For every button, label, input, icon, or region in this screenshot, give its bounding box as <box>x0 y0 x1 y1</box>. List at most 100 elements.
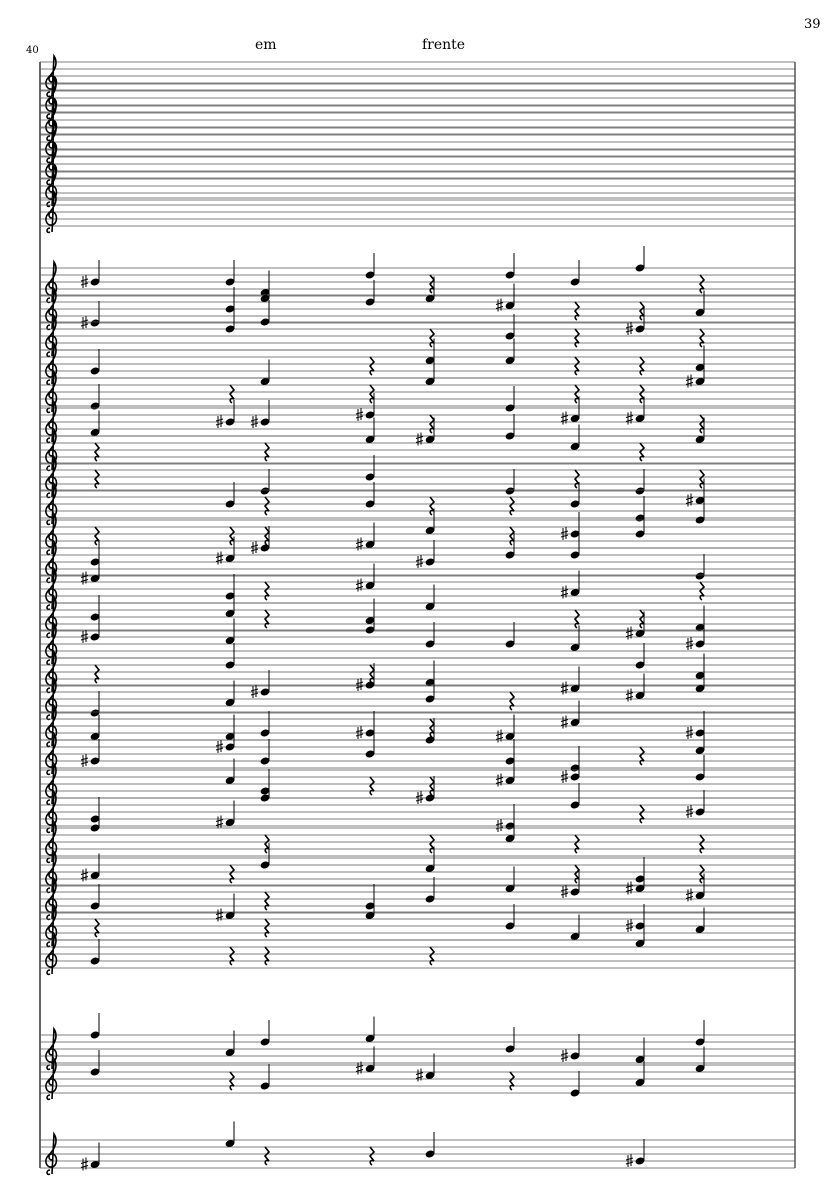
quarter-rest-icon <box>228 384 236 404</box>
notehead <box>365 298 375 306</box>
quarter-rest-icon <box>638 301 646 321</box>
notehead <box>505 487 515 495</box>
quarter-rest-icon <box>698 834 706 854</box>
notehead <box>365 902 375 910</box>
notehead <box>570 551 580 559</box>
treble-clef-icon <box>45 341 58 386</box>
sharp-icon <box>685 888 694 902</box>
notehead <box>260 318 270 326</box>
notehead <box>695 309 705 316</box>
treble-clef-icon <box>45 313 58 358</box>
notehead <box>635 1056 645 1063</box>
quarter-rest-icon <box>508 526 516 546</box>
treble-clef-icon <box>45 566 58 611</box>
notehead <box>90 319 100 327</box>
treble-clef-icon <box>45 1131 58 1176</box>
notehead <box>695 436 705 443</box>
notehead <box>570 888 580 896</box>
notehead <box>425 1150 435 1158</box>
sharp-icon <box>415 432 424 446</box>
notehead <box>365 681 375 689</box>
notehead <box>365 626 375 634</box>
notehead <box>505 757 515 765</box>
notehead <box>505 404 515 412</box>
sharp-icon <box>625 919 634 932</box>
notehead <box>695 364 705 371</box>
notehead <box>635 922 645 930</box>
notehead <box>570 1052 580 1060</box>
notehead <box>260 729 270 737</box>
sharp-icon <box>560 770 569 783</box>
notehead <box>425 640 435 648</box>
text-mark-frente: frente <box>422 37 466 53</box>
notehead <box>425 357 435 364</box>
notehead <box>635 875 645 883</box>
notehead <box>695 672 705 679</box>
quarter-rest-icon <box>368 1146 376 1166</box>
quarter-rest-icon <box>368 776 376 796</box>
notehead <box>570 773 580 781</box>
sharp-icon <box>215 551 224 565</box>
sharp-icon <box>355 678 364 691</box>
sharp-icon <box>625 1154 634 1167</box>
notehead <box>570 719 580 726</box>
notehead <box>570 1089 580 1097</box>
quarter-rest-icon <box>228 1071 236 1091</box>
notehead <box>225 637 235 644</box>
notehead <box>695 729 705 737</box>
treble-clef-icon <box>45 903 58 948</box>
notehead <box>365 1065 375 1072</box>
notehead <box>635 264 645 272</box>
sharp-icon <box>80 275 89 288</box>
notehead <box>425 436 435 443</box>
treble-clef-icon <box>45 621 58 666</box>
notehead <box>260 378 270 385</box>
treble-clef-icon <box>45 511 58 556</box>
quarter-rest-icon <box>573 834 581 854</box>
notehead <box>635 661 645 669</box>
notehead <box>365 729 375 737</box>
quarter-rest-icon <box>428 274 436 294</box>
sharp-icon <box>560 681 569 695</box>
quarter-rest-icon <box>573 469 581 489</box>
quarter-rest-icon <box>508 496 516 516</box>
notehead <box>90 872 100 879</box>
notehead <box>90 429 100 436</box>
quarter-rest-icon <box>93 918 101 938</box>
notehead <box>570 443 580 450</box>
notehead <box>90 1068 100 1076</box>
sharp-icon <box>685 374 694 388</box>
notehead <box>635 487 645 495</box>
text-mark-em: em <box>255 37 277 53</box>
treble-clef-icon <box>45 53 58 98</box>
notehead <box>365 500 375 508</box>
quarter-rest-icon <box>638 804 646 824</box>
notehead <box>90 633 100 641</box>
notehead <box>260 861 270 869</box>
notehead <box>90 367 100 375</box>
quarter-rest-icon <box>698 469 706 489</box>
quarter-rest-icon <box>228 526 236 546</box>
notehead <box>90 1161 100 1168</box>
notehead <box>695 516 705 524</box>
notehead <box>505 885 515 892</box>
notehead <box>425 736 435 744</box>
notehead <box>225 278 235 286</box>
notehead <box>260 794 270 802</box>
notehead <box>90 278 100 286</box>
treble-clef-icon <box>45 703 58 748</box>
quarter-rest-icon <box>698 581 706 601</box>
quarter-rest-icon <box>263 496 271 516</box>
notehead <box>425 603 435 610</box>
notehead <box>90 613 100 621</box>
notehead <box>425 695 435 703</box>
treble-clef-icon <box>45 75 58 120</box>
sharp-icon <box>685 637 694 650</box>
quarter-rest-icon <box>508 1071 516 1091</box>
notehead <box>570 933 580 940</box>
notehead <box>425 679 435 686</box>
notehead <box>635 1079 645 1086</box>
sharp-icon <box>355 408 364 421</box>
quarter-rest-icon <box>263 442 271 462</box>
